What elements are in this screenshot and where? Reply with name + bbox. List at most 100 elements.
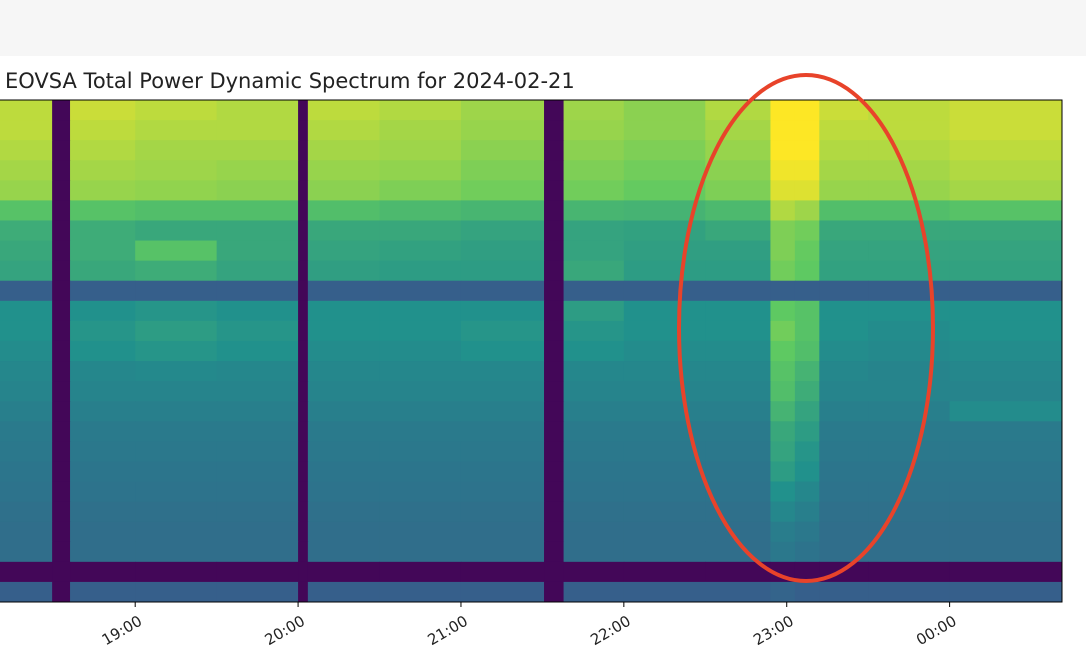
heatmap-cell — [307, 561, 381, 583]
heatmap-cell — [819, 300, 869, 322]
heatmap-cell — [135, 381, 218, 402]
heatmap-cell — [135, 220, 218, 242]
heatmap-cell — [0, 260, 53, 282]
heatmap-cell — [379, 581, 462, 603]
heatmap-cell — [770, 300, 796, 322]
heatmap-cell — [52, 200, 71, 221]
heatmap-cell — [705, 561, 771, 583]
heatmap-cell — [623, 160, 706, 181]
heatmap-cell — [949, 501, 1063, 523]
heatmap-cell — [460, 240, 545, 262]
heatmap-cell — [544, 280, 565, 302]
heatmap-cell — [949, 180, 1063, 201]
heatmap-cell — [794, 100, 820, 121]
heatmap-cell — [819, 340, 869, 362]
heatmap-cell — [794, 401, 820, 422]
heatmap-cell — [216, 240, 299, 262]
heatmap-cell — [298, 561, 309, 583]
heatmap-cell — [52, 300, 71, 322]
heatmap-cell — [70, 220, 136, 242]
heatmap-cell — [52, 541, 71, 563]
heatmap-cell — [868, 361, 951, 382]
heatmap-cell — [563, 300, 625, 322]
heatmap-cell — [298, 421, 309, 442]
heatmap-cell — [307, 140, 381, 161]
heatmap-cell — [0, 340, 53, 362]
heatmap-cell — [307, 361, 381, 382]
heatmap-cell — [623, 120, 706, 141]
heatmap-cell — [544, 320, 565, 342]
heatmap-cell — [216, 421, 299, 442]
plot-frame — [0, 99, 1063, 603]
heatmap-cell — [623, 361, 706, 382]
heatmap-cell — [52, 521, 71, 543]
heatmap-cell — [563, 441, 625, 462]
heatmap-cell — [52, 180, 71, 201]
heatmap-cell — [770, 280, 796, 302]
heatmap-cell — [307, 461, 381, 483]
heatmap-cell — [705, 581, 771, 603]
heatmap-cell — [868, 401, 951, 422]
heatmap-cell — [460, 200, 545, 221]
heatmap-cell — [819, 200, 869, 221]
heatmap-cell — [0, 240, 53, 262]
heatmap-cell — [623, 581, 706, 603]
heatmap-cell — [770, 260, 796, 282]
heatmap-cell — [705, 461, 771, 483]
heatmap-cell — [298, 501, 309, 523]
heatmap-cell — [563, 521, 625, 543]
heatmap-cell — [298, 300, 309, 322]
heatmap-cell — [379, 481, 462, 503]
heatmap-cell — [868, 521, 951, 543]
heatmap-cell — [770, 421, 796, 442]
heatmap-cell — [868, 160, 951, 181]
heatmap-cell — [379, 461, 462, 483]
heatmap-cell — [70, 300, 136, 322]
heatmap-cell — [770, 340, 796, 362]
heatmap-cell — [819, 581, 869, 603]
heatmap-cell — [819, 381, 869, 402]
heatmap-cell — [949, 100, 1063, 121]
heatmap-cell — [460, 581, 545, 603]
heatmap-cell — [770, 220, 796, 242]
heatmap-cell — [216, 320, 299, 342]
heatmap-cell — [563, 140, 625, 161]
heatmap-cell — [460, 501, 545, 523]
heatmap-cell — [623, 521, 706, 543]
heatmap-cell — [379, 421, 462, 442]
heatmap-cell — [770, 120, 796, 141]
heatmap-cell — [70, 120, 136, 141]
heatmap-cell — [705, 240, 771, 262]
heatmap-cell — [216, 220, 299, 242]
heatmap-cell — [70, 581, 136, 603]
heatmap-cell — [460, 361, 545, 382]
heatmap-cell — [460, 140, 545, 161]
heatmap-cell — [298, 320, 309, 342]
heatmap-cell — [705, 361, 771, 382]
heatmap-cell — [460, 220, 545, 242]
heatmap-cell — [135, 421, 218, 442]
heatmap-cell — [705, 381, 771, 402]
heatmap-cell — [379, 300, 462, 322]
heatmap-cell — [0, 160, 53, 181]
heatmap-cell — [819, 541, 869, 563]
heatmap-cell — [544, 561, 565, 583]
heatmap-cell — [563, 120, 625, 141]
heatmap-cell — [623, 401, 706, 422]
heatmap-cell — [544, 521, 565, 543]
heatmap-cell — [52, 381, 71, 402]
heatmap-cell — [623, 481, 706, 503]
heatmap-cell — [298, 160, 309, 181]
heatmap-cell — [705, 180, 771, 201]
heatmap-cell — [52, 140, 71, 161]
heatmap-cell — [544, 100, 565, 121]
heatmap-cell — [460, 120, 545, 141]
x-tick-label: 21:00 — [425, 612, 471, 649]
heatmap-cell — [216, 401, 299, 422]
heatmap-cell — [623, 381, 706, 402]
heatmap-cell — [949, 461, 1063, 483]
heatmap-cell — [544, 461, 565, 483]
heatmap-cell — [216, 361, 299, 382]
heatmap-cell — [868, 300, 951, 322]
heatmap-cell — [379, 521, 462, 543]
